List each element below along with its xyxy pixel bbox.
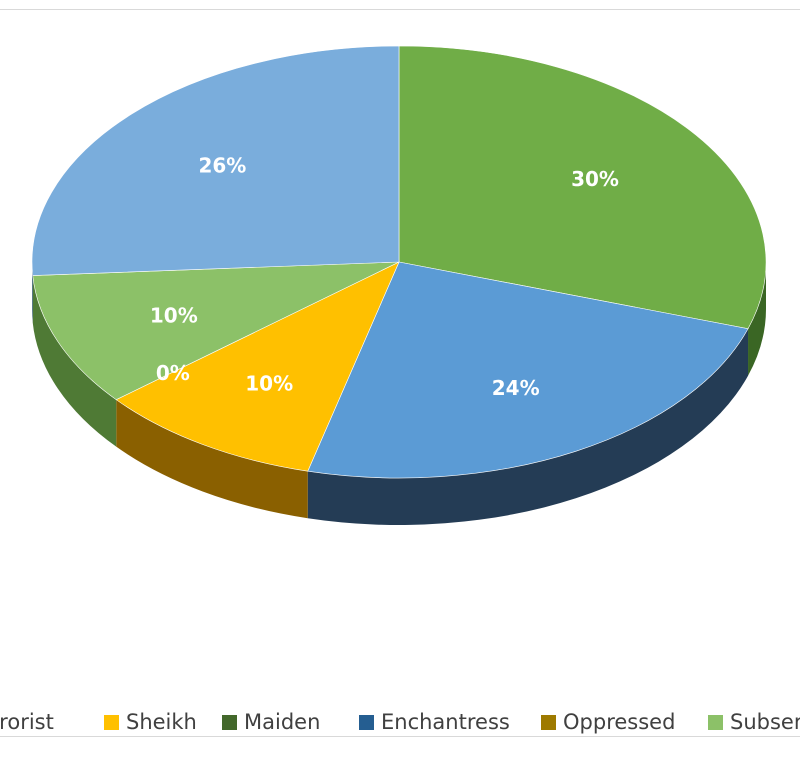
legend-swatch — [541, 714, 556, 730]
pie-side-subservient — [32, 275, 117, 447]
legend-label: Enchantress — [381, 710, 510, 734]
pie-label-subservient: 10% — [150, 304, 198, 328]
legend-item-maiden: Maiden — [222, 708, 320, 736]
legend-swatch — [222, 714, 237, 730]
legend-swatch — [708, 714, 723, 730]
chart-legend: errorist Sheikh Maiden Enchantress Oppressed… — [0, 702, 800, 742]
pie-side-sheikh — [116, 399, 308, 519]
pie-slice-terrorist — [398, 45, 767, 330]
pie-label-terrorist: 30% — [571, 167, 619, 191]
pie-slice-sheikh — [115, 261, 400, 472]
legend-item-enchantress: Enchantress — [359, 708, 510, 736]
pie-label-victim: 26% — [198, 153, 246, 177]
legend-label: Subser — [730, 710, 800, 734]
legend-item-subser: Subser — [708, 708, 800, 736]
legend-item-errorist: errorist — [0, 708, 54, 736]
legend-swatch — [104, 714, 119, 730]
legend-item-oppressed: Oppressed — [541, 708, 675, 736]
legend-label: Maiden — [244, 710, 321, 734]
legend-label: Sheikh — [126, 710, 197, 734]
pie-slice-enchantress — [307, 261, 749, 479]
pie-labels-group: 30% 24% 10% 0% 10% 26% — [150, 153, 619, 400]
pie-label-enchantress: 24% — [492, 376, 540, 400]
legend-label: Oppressed — [563, 710, 676, 734]
legend-swatch — [359, 714, 374, 730]
pie-label-maiden: 0% — [156, 361, 190, 385]
pie-side-victim — [32, 262, 33, 323]
pie-side-terrorist — [748, 262, 766, 376]
pie-slices-group — [31, 45, 767, 479]
pie-slice-subservient — [32, 261, 400, 401]
legend-item-sheikh: Sheikh — [104, 708, 197, 736]
pie-label-sheikh: 10% — [245, 371, 293, 395]
pie-side-enchantress — [307, 328, 749, 525]
pie-slice-victim — [31, 45, 400, 276]
chart-frame — [0, 9, 800, 737]
pie-depth-group — [32, 262, 766, 525]
legend-label: errorist — [0, 710, 54, 734]
